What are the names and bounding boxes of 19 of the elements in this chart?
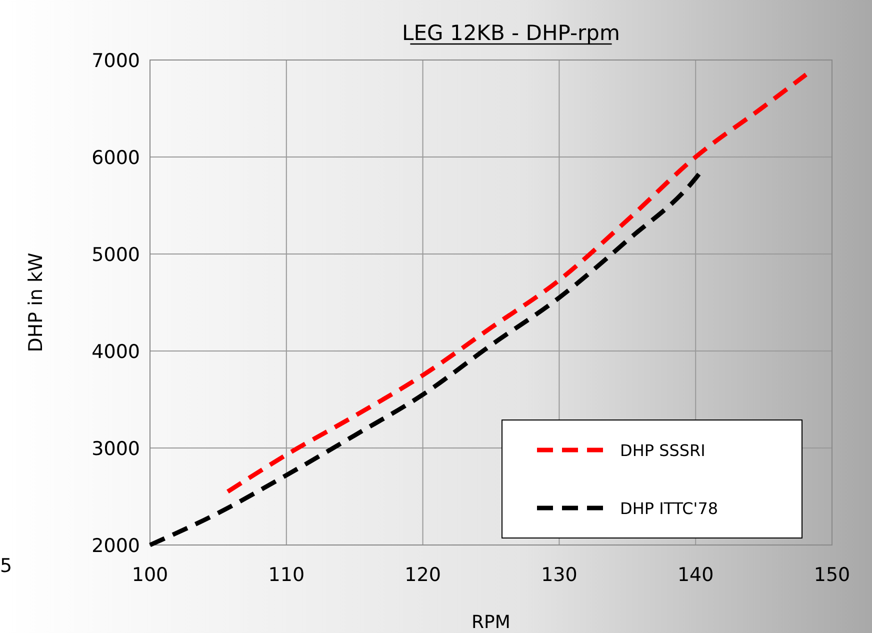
line-series — [226, 72, 808, 494]
x-tick-label: 150 — [814, 564, 850, 586]
y-tick-label: 5000 — [92, 244, 140, 266]
x-tick-label: 130 — [541, 564, 578, 586]
text: 5 — [0, 555, 12, 577]
x-tick-label: 140 — [677, 564, 714, 586]
x-axis-title: RPM — [472, 612, 510, 633]
y-axis-title: DHP in kW — [25, 252, 47, 352]
y-tick-label: 2000 — [92, 535, 140, 557]
x-tick-label: 120 — [404, 564, 441, 586]
y-tick-label: 6000 — [92, 147, 140, 169]
y-tick-label: 3000 — [92, 438, 140, 460]
y-tick-label: 7000 — [92, 50, 140, 72]
legend-label: DHP SSSRI — [620, 441, 706, 460]
legend-label: DHP ITTC'78 — [620, 499, 718, 518]
x-tick-label: 110 — [268, 564, 305, 586]
x-tick-label: 100 — [132, 564, 168, 586]
chart-title: LEG 12KB - DHP-rpm — [402, 21, 620, 45]
y-tick-label: 4000 — [92, 341, 140, 363]
